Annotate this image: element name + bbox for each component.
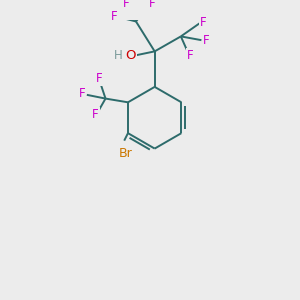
- Text: F: F: [92, 108, 99, 121]
- Text: F: F: [79, 87, 86, 101]
- Text: F: F: [96, 72, 102, 86]
- Text: F: F: [122, 0, 129, 10]
- Text: O: O: [125, 49, 136, 62]
- Text: F: F: [187, 49, 194, 62]
- Text: F: F: [200, 16, 207, 29]
- Text: H: H: [114, 49, 123, 62]
- Text: Br: Br: [119, 147, 133, 160]
- Text: F: F: [203, 34, 209, 47]
- Text: F: F: [148, 0, 155, 10]
- Text: F: F: [111, 10, 118, 23]
